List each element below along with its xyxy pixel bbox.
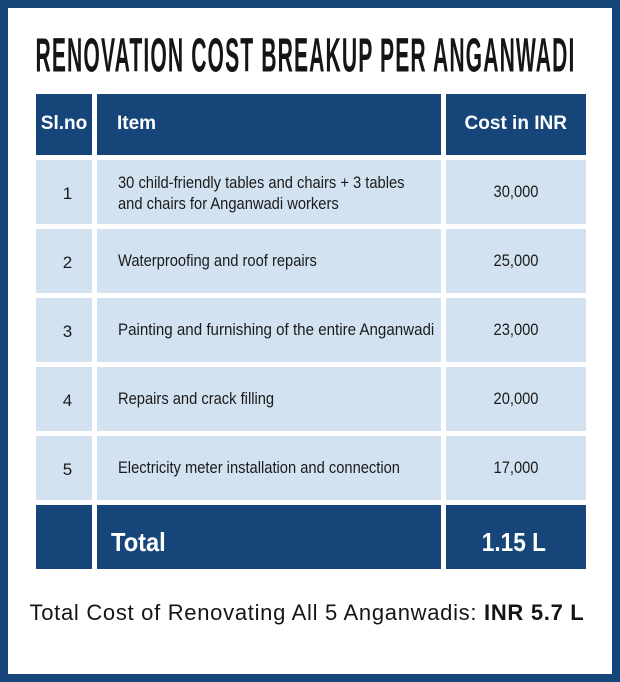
svg-text:RENOVATION COST BREAKUP PER AN: RENOVATION COST BREAKUP PER ANGANWADI: [36, 30, 576, 83]
